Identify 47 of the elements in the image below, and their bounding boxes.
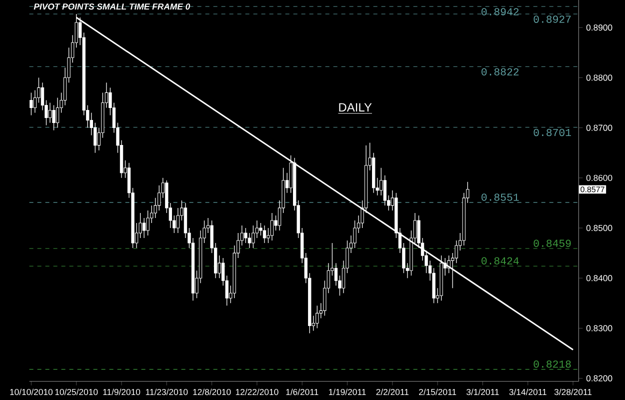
y-tick-label: 0.8200 xyxy=(586,375,612,382)
candlestick xyxy=(142,218,146,238)
y-tick-label: 0.8300 xyxy=(586,325,612,332)
ref-line-label: 0.8927 xyxy=(534,16,571,23)
y-tick-label: 0.8900 xyxy=(586,24,612,31)
x-tick-label: 12/22/2010 xyxy=(236,388,278,396)
candlestick xyxy=(270,212,274,241)
candlestick xyxy=(94,122,97,154)
x-tick-label: 1/19/2011 xyxy=(328,388,366,396)
y-tick-label: 0.8600 xyxy=(586,174,612,181)
x-tick-label: 3/14/2011 xyxy=(509,388,546,396)
x-tick-label: 3/1/2011 xyxy=(466,388,499,396)
candlestick xyxy=(248,232,252,248)
candlestick xyxy=(176,208,180,234)
y-tick-label: 0.8400 xyxy=(586,275,612,282)
y-tick-label: 0.8700 xyxy=(586,124,612,131)
ref-line-label: 0.8218 xyxy=(534,360,571,368)
candlestick xyxy=(316,305,319,329)
x-tick-label: 2/2/2011 xyxy=(376,388,409,396)
candlestick xyxy=(30,92,33,116)
x-tick-label: 2/15/2011 xyxy=(419,388,456,396)
annotation: DAILY xyxy=(339,103,372,112)
candlestick xyxy=(48,102,52,124)
ref-line-label: 0.8701 xyxy=(534,128,571,136)
x-tick-label: 1/6/2011 xyxy=(286,388,318,396)
candlestick xyxy=(146,210,150,236)
y-tick-label: 0.8800 xyxy=(586,74,612,81)
candlestick xyxy=(33,90,37,114)
candlestick xyxy=(383,175,386,206)
x-tick-label: 10/25/2010 xyxy=(55,388,98,396)
y-tick-label: 0.8500 xyxy=(586,224,612,232)
candlestick xyxy=(262,225,266,244)
x-tick-label: 11/23/2010 xyxy=(146,388,188,396)
x-tick-label: 3/28/2011 xyxy=(554,388,592,396)
ref-line-label: 0.8822 xyxy=(482,68,519,76)
candlestick xyxy=(334,262,338,286)
ref-line-label: 0.8551 xyxy=(482,194,519,201)
candlestick xyxy=(56,97,60,128)
ref-line-label: 0.8424 xyxy=(482,257,519,264)
chart-title: PIVOT POINTS SMALL TIME FRAME 0 xyxy=(34,4,190,10)
ref-line-label: 0.8942 xyxy=(482,8,519,16)
x-tick-label: 12/8/2010 xyxy=(193,388,231,396)
ref-line-label: 0.8459 xyxy=(534,240,571,247)
annotation: 0.8577 xyxy=(580,186,604,192)
candlestick xyxy=(52,104,56,131)
x-tick-label: 11/9/2010 xyxy=(103,388,140,396)
x-tick-label: 10/10/2010 xyxy=(10,388,53,396)
